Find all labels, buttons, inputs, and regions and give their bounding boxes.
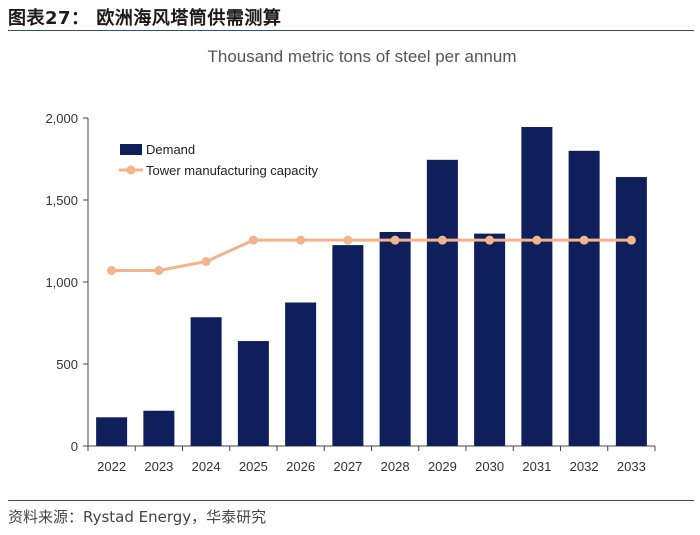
x-tick-label: 2031 xyxy=(522,459,551,474)
source-note: 资料来源：Rystad Energy，华泰研究 xyxy=(8,508,267,526)
figure-title: 图表27： 欧洲海风塔筒供需测算 xyxy=(8,8,282,29)
x-tick-label: 2030 xyxy=(475,459,504,474)
capacity-point xyxy=(296,235,306,245)
demand-bar xyxy=(237,341,269,446)
demand-bar xyxy=(332,245,364,446)
capacity-point xyxy=(485,235,495,245)
demand-bar xyxy=(615,177,647,447)
x-tick-label: 2024 xyxy=(192,459,221,474)
demand-bar xyxy=(568,150,600,447)
x-tick-label: 2033 xyxy=(617,459,646,474)
demand-bar xyxy=(96,417,128,446)
y-tick-label: 0 xyxy=(71,439,78,454)
legend-demand-label: Demand xyxy=(146,142,195,157)
y-tick-label: 500 xyxy=(56,357,78,372)
bottom-divider xyxy=(8,500,694,501)
capacity-point xyxy=(107,266,117,276)
x-tick-label: 2023 xyxy=(144,459,173,474)
demand-bar xyxy=(190,317,222,446)
demand-bar xyxy=(426,159,458,446)
top-divider xyxy=(8,30,694,31)
x-tick-label: 2025 xyxy=(239,459,268,474)
demand-bar xyxy=(521,127,553,447)
chart: Thousand metric tons of steel per annum 0… xyxy=(45,47,656,474)
x-tick-label: 2022 xyxy=(97,459,126,474)
y-tick-label: 2,000 xyxy=(45,111,78,126)
capacity-point xyxy=(343,235,353,245)
legend-capacity-swatch-marker xyxy=(126,165,136,175)
demand-bar xyxy=(474,233,506,446)
legend-demand-swatch xyxy=(120,144,142,155)
x-tick-label: 2029 xyxy=(428,459,457,474)
capacity-point xyxy=(437,235,447,245)
capacity-point xyxy=(390,235,400,245)
capacity-point xyxy=(201,257,211,266)
capacity-point xyxy=(532,235,542,245)
demand-bar xyxy=(285,302,317,446)
x-tick-label: 2027 xyxy=(333,459,362,474)
x-tick-label: 2028 xyxy=(381,459,410,474)
chart-title: Thousand metric tons of steel per annum xyxy=(208,47,517,66)
y-tick-label: 1,000 xyxy=(45,275,78,290)
y-tick-label: 1,500 xyxy=(45,193,78,208)
capacity-point xyxy=(154,266,164,276)
x-tick-label: 2026 xyxy=(286,459,315,474)
legend-capacity-label: Tower manufacturing capacity xyxy=(146,163,318,178)
capacity-line xyxy=(111,238,632,273)
x-tick-label: 2032 xyxy=(570,459,599,474)
capacity-point xyxy=(248,235,258,245)
capacity-point xyxy=(626,235,636,245)
demand-bar xyxy=(379,231,411,446)
capacity-point xyxy=(579,235,589,245)
demand-bar xyxy=(143,410,175,446)
